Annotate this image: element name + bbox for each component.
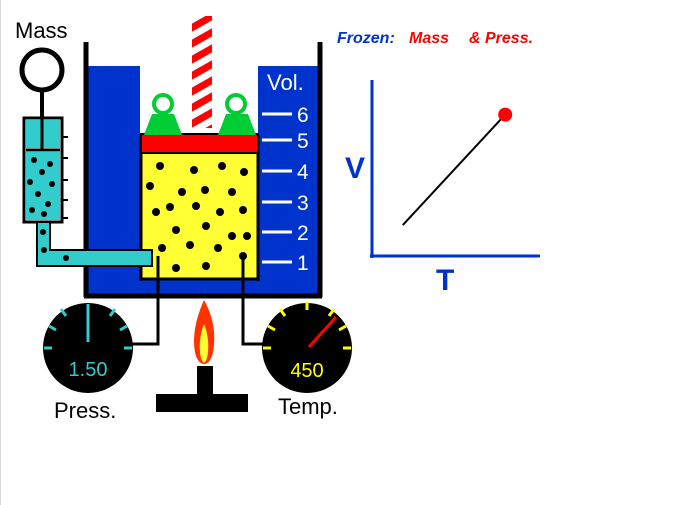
weight-right[interactable] [218, 93, 256, 135]
weight-left[interactable] [144, 93, 182, 135]
piston[interactable] [140, 133, 259, 154]
mass-knob[interactable] [19, 47, 65, 93]
chart-series-line [402, 113, 506, 226]
pressure-value: 1.50 [69, 359, 108, 381]
mass-inlet-tube [36, 221, 153, 267]
volume-tick-label: 6 [297, 104, 309, 127]
mass-label: Mass [15, 18, 68, 43]
frozen-press-label: & Press. [469, 30, 533, 47]
volume-tick-label: 2 [297, 222, 309, 245]
frozen-mass-label: Mass [409, 30, 449, 47]
vt-graph: V T [345, 80, 540, 297]
volume-scale-title: Vol. [267, 70, 304, 95]
volume-scale [262, 112, 292, 264]
volume-tick-label: 5 [297, 130, 309, 153]
mass-reservoir [22, 116, 68, 224]
burner[interactable] [156, 300, 248, 412]
chart-xlabel: T [436, 264, 454, 297]
gas-molecules [146, 162, 251, 272]
frozen-prefix-label: Frozen: [337, 30, 395, 47]
volume-tick-label: 1 [297, 252, 309, 275]
pressure-label: Press. [54, 398, 116, 423]
gas-cylinder [139, 136, 260, 281]
temperature-value: 450 [290, 360, 323, 382]
pressure-gauge [43, 303, 133, 393]
chart-current-point [498, 107, 513, 122]
water-bath [83, 42, 323, 299]
chart-ylabel: V [345, 152, 365, 185]
temperature-label: Temp. [278, 394, 338, 419]
volume-tick-label: 3 [297, 192, 309, 215]
volume-tick-label: 4 [297, 161, 309, 184]
temperature-gauge-needle [307, 315, 338, 349]
temperature-gauge [262, 302, 352, 393]
piston-lock-screw[interactable] [188, 14, 216, 142]
